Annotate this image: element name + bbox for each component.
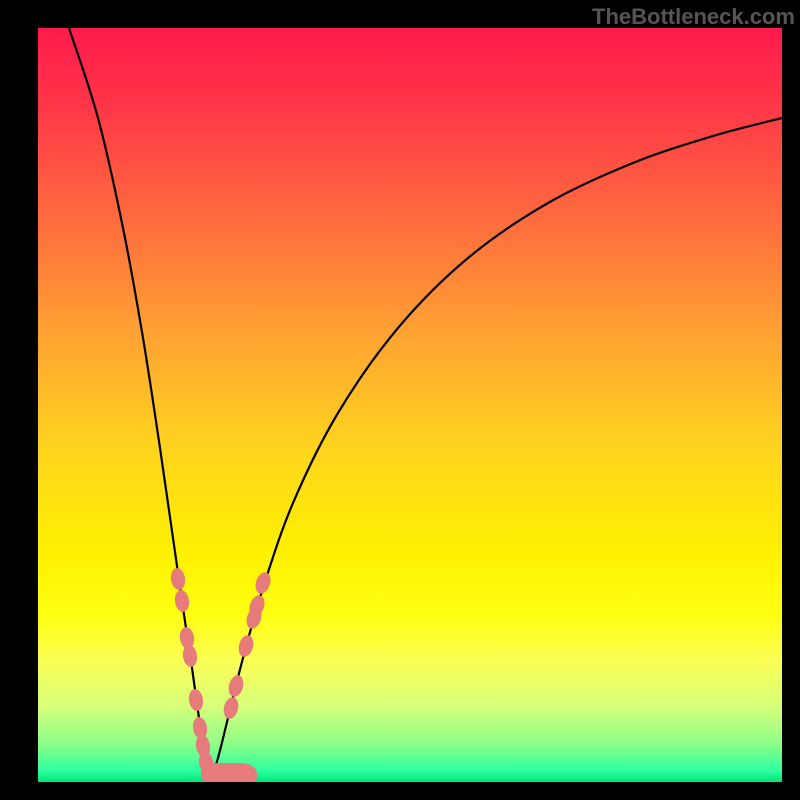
curve-right-branch — [210, 118, 782, 782]
marker-left-1 — [173, 589, 190, 613]
curve-svg — [38, 28, 782, 782]
chart-frame: TheBottleneck.com — [0, 0, 800, 800]
marker-right-2 — [236, 634, 255, 659]
watermark-text: TheBottleneck.com — [592, 4, 795, 30]
marker-right-5 — [253, 570, 273, 595]
marker-right-0 — [222, 696, 241, 721]
curve-left-branch — [69, 28, 210, 782]
marker-right-1 — [226, 674, 245, 699]
plot-area — [38, 28, 782, 782]
marker-left-3 — [181, 644, 198, 668]
marker-left-4 — [187, 688, 204, 712]
marker-left-0 — [169, 567, 186, 591]
